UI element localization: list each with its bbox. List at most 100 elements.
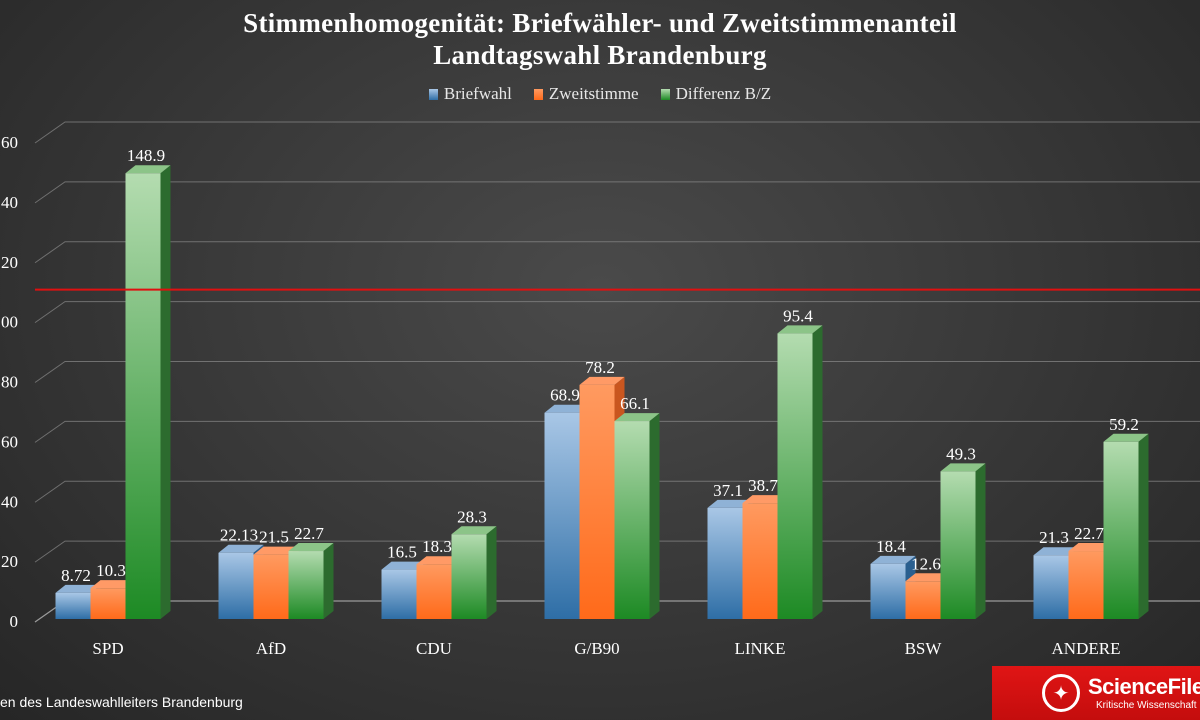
bar-front-face: [940, 471, 976, 619]
data-label: 18.3: [422, 537, 452, 556]
data-label: 37.1: [713, 481, 743, 500]
bar-side-face: [649, 413, 660, 619]
bars: [55, 165, 1149, 619]
bar-differenz-b-z-g-b90: [614, 413, 660, 619]
legend-label-zweitstimme: Zweitstimme: [548, 84, 639, 103]
data-label: 68.9: [550, 386, 580, 405]
bar-top-face: [1068, 543, 1114, 552]
bar-front-face: [1068, 551, 1104, 619]
legend-swatch-zweitstimme: [533, 88, 543, 100]
bar-top-face: [905, 573, 951, 582]
gridline: [34, 121, 1200, 144]
bar-side-face: [486, 526, 497, 619]
data-labels: 8.72 10.3 148.9 22.13 21.5 22.7 16.5 18.3 28.3 68…: [61, 146, 1139, 585]
bar-differenz-b-z-andere: [1103, 433, 1149, 619]
gridline: [34, 301, 1200, 324]
bar-top-face: [544, 404, 590, 413]
x-category-label: CDU: [416, 639, 452, 658]
bar-side-face: [1138, 433, 1149, 619]
bar-front-face: [288, 551, 324, 619]
gridline: [34, 241, 1200, 264]
bar-front-face: [55, 592, 91, 619]
bar-front-face: [544, 412, 580, 619]
bar-front-face: [1103, 441, 1139, 619]
y-tick-label: 140: [0, 193, 18, 212]
data-label: 49.3: [946, 444, 976, 463]
x-category-label: AfD: [256, 639, 286, 658]
source-note: en des Landeswahlleiters Brandenburg: [0, 694, 243, 710]
chart-title-line-1: Stimmenhomogenität: Briefwähler- und Zwe…: [243, 8, 957, 38]
bar-top-face: [381, 561, 427, 570]
bar-differenz-b-z-bsw: [940, 463, 986, 619]
bar-side-face: [975, 463, 986, 619]
bar-top-face: [614, 413, 660, 422]
bar-front-face: [905, 581, 941, 619]
data-label: 12.6: [911, 554, 941, 573]
data-label: 78.2: [585, 358, 615, 377]
x-category-label: ANDERE: [1052, 639, 1121, 658]
logo-name: ScienceFiles: [1088, 674, 1200, 699]
gridlines: [34, 121, 1200, 623]
bar-differenz-b-z-afd: [288, 543, 334, 619]
bar-front-face: [1033, 555, 1069, 619]
bar-top-face: [940, 463, 986, 472]
bar-front-face: [416, 564, 452, 619]
bar-top-face: [742, 495, 788, 504]
bar-top-face: [288, 543, 334, 552]
bar-top-face: [218, 544, 264, 553]
bar-differenz-b-z-cdu: [451, 526, 497, 619]
legend-swatch-differenz: [660, 88, 670, 100]
legend-label-differenz: Differenz B/Z: [675, 84, 772, 103]
x-category-label: BSW: [905, 639, 943, 658]
chart-title-line-2: Landtagswahl Brandenburg: [433, 40, 767, 70]
y-tick-label: 160: [0, 133, 18, 152]
bar-top-face: [870, 555, 916, 564]
bar-front-face: [777, 333, 813, 619]
data-label: 38.7: [748, 476, 778, 495]
bar-front-face: [579, 384, 615, 619]
y-tick-label: 100: [0, 313, 18, 332]
data-label: 59.2: [1109, 415, 1139, 434]
bar-front-face: [381, 569, 417, 619]
data-label: 21.5: [259, 528, 289, 547]
data-label: 95.4: [783, 306, 813, 325]
bar-top-face: [55, 584, 101, 593]
bar-front-face: [218, 552, 254, 619]
data-label: 28.3: [457, 507, 487, 526]
x-category-label: SPD: [92, 639, 123, 658]
bar-top-face: [1033, 547, 1079, 556]
x-category-label: LINKE: [735, 639, 786, 658]
y-tick-label: 40: [1, 492, 18, 511]
data-label: 18.4: [876, 537, 906, 556]
axis-labels: 0 20 40 60 80 100 120 140 160 SPD AfD CDU G/B90 LINKE…: [0, 133, 1120, 658]
legend-swatch-briefwahl: [428, 88, 438, 100]
data-label: 10.3: [96, 561, 126, 580]
bar-top-face: [707, 499, 753, 508]
bar-differenz-b-z-linke: [777, 325, 823, 619]
data-label: 16.5: [387, 543, 417, 562]
bar-top-face: [1103, 433, 1149, 442]
bar-side-face: [323, 543, 334, 619]
gridline: [34, 181, 1200, 204]
data-label: 22.7: [294, 524, 324, 543]
legend-item-differenz[interactable]: Differenz B/Z: [660, 84, 772, 104]
y-tick-label: 0: [10, 612, 19, 631]
legend-label-briefwahl: Briefwahl: [443, 84, 512, 103]
legend-item-zweitstimme[interactable]: Zweitstimme: [533, 84, 639, 104]
bar-front-face: [90, 588, 126, 619]
bar-front-face: [125, 173, 161, 619]
sciencefiles-logo[interactable]: ✦ ScienceFiles Kritische Wissenschaft: [992, 666, 1200, 720]
y-tick-label: 20: [1, 552, 18, 571]
bar-top-face: [416, 556, 462, 565]
bar-top-face: [579, 376, 625, 385]
y-tick-label: 120: [0, 253, 18, 272]
legend-item-briefwahl[interactable]: Briefwahl: [428, 84, 512, 104]
legend: Briefwahl Zweitstimme Differenz B/Z: [0, 84, 1200, 104]
data-label: 8.72: [61, 566, 91, 585]
logo-tagline: Kritische Wissenschaft: [1096, 700, 1197, 711]
data-label: 66.1: [620, 394, 650, 413]
logo-emblem-icon: ✦: [1042, 674, 1080, 712]
bar-side-face: [812, 325, 823, 619]
bar-front-face: [870, 563, 906, 619]
